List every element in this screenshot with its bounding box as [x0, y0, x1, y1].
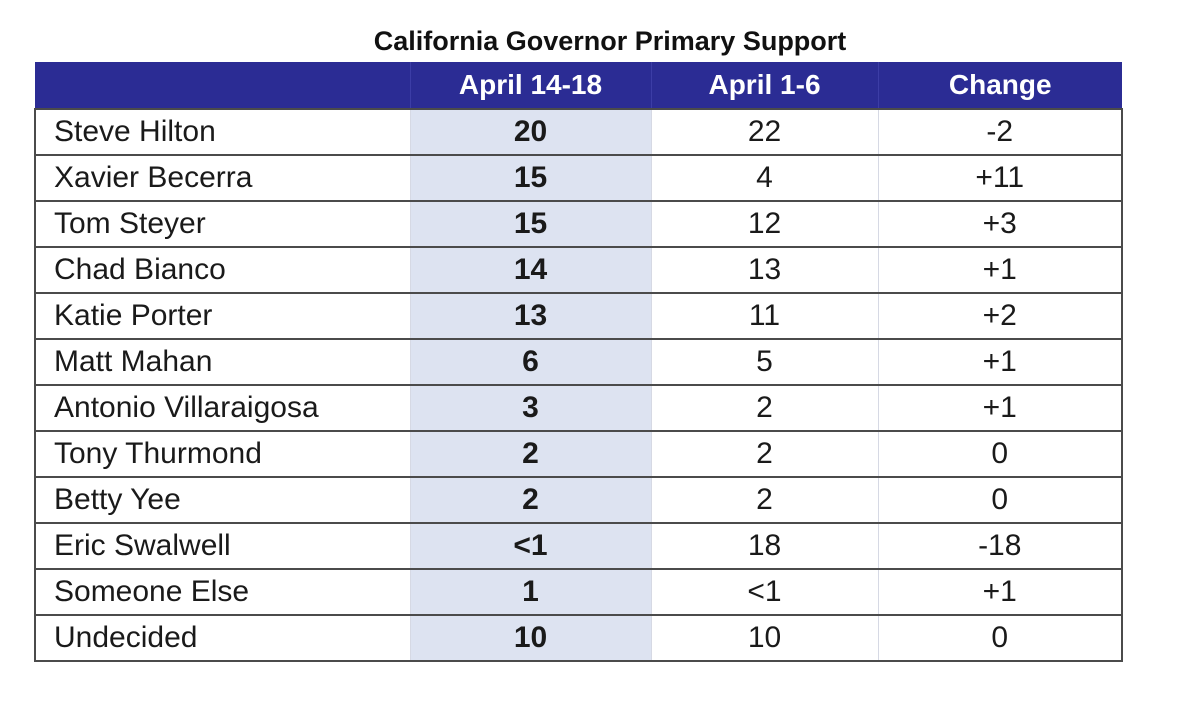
april-14-18-value: <1 [409, 523, 651, 570]
change-value: +1 [877, 247, 1123, 294]
april-14-18-value: 2 [409, 477, 651, 524]
april-1-6-value: 18 [650, 523, 878, 570]
candidate-name: Antonio Villaraigosa [34, 385, 410, 432]
change-value: 0 [877, 615, 1123, 662]
april-14-18-value: 15 [409, 155, 651, 202]
change-value: +3 [877, 201, 1123, 248]
candidate-name: Eric Swalwell [34, 523, 410, 570]
april-14-18-value: 3 [409, 385, 651, 432]
candidate-name: Tony Thurmond [34, 431, 410, 478]
candidate-name: Someone Else [34, 569, 410, 616]
change-value: 0 [877, 431, 1123, 478]
candidate-name: Chad Bianco [34, 247, 410, 294]
april-14-18-value: 14 [409, 247, 651, 294]
table-row: Antonio Villaraigosa 3 2 +1 [34, 385, 1123, 432]
table-row: Tom Steyer 15 12 +3 [34, 201, 1123, 248]
april-14-18-value: 2 [409, 431, 651, 478]
header-candidate [35, 62, 410, 110]
candidate-name: Steve Hilton [34, 109, 410, 156]
change-value: +1 [877, 569, 1123, 616]
change-value: 0 [877, 477, 1123, 524]
april-14-18-value: 13 [409, 293, 651, 340]
candidate-name: Betty Yee [34, 477, 410, 524]
april-1-6-value: 2 [650, 385, 878, 432]
april-1-6-value: 22 [650, 109, 878, 156]
table-title: California Governor Primary Support [373, 26, 847, 56]
april-14-18-value: 20 [409, 109, 651, 156]
change-value: +1 [877, 339, 1123, 386]
table-row: Undecided 10 10 0 [34, 615, 1123, 662]
april-1-6-value: 4 [650, 155, 878, 202]
april-1-6-value: 13 [650, 247, 878, 294]
table-row: Eric Swalwell <1 18 -18 [34, 523, 1123, 570]
table-row: Katie Porter 13 11 +2 [34, 293, 1123, 340]
change-value: -2 [877, 109, 1123, 156]
candidate-name: Undecided [34, 615, 410, 662]
april-1-6-value: <1 [650, 569, 878, 616]
poll-table: April 14-18 April 1-6 Change Steve Hilto… [34, 62, 1123, 662]
april-1-6-value: 5 [650, 339, 878, 386]
candidate-name: Katie Porter [34, 293, 410, 340]
change-value: +1 [877, 385, 1123, 432]
candidate-name: Matt Mahan [34, 339, 410, 386]
header-row: April 14-18 April 1-6 Change [35, 62, 1122, 110]
change-value: +2 [877, 293, 1123, 340]
table-row: Chad Bianco 14 13 +1 [34, 247, 1123, 294]
change-value: -18 [877, 523, 1123, 570]
header-change: Change [877, 62, 1122, 110]
april-14-18-value: 15 [409, 201, 651, 248]
table-row: Xavier Becerra 15 4 +11 [34, 155, 1123, 202]
april-1-6-value: 11 [650, 293, 878, 340]
april-1-6-value: 2 [650, 431, 878, 478]
table-row: Tony Thurmond 2 2 0 [34, 431, 1123, 478]
candidate-name: Tom Steyer [34, 201, 410, 248]
table-row: Someone Else 1 <1 +1 [34, 569, 1123, 616]
april-1-6-value: 2 [650, 477, 878, 524]
april-1-6-value: 12 [650, 201, 878, 248]
header-april-1-6: April 1-6 [650, 62, 878, 110]
table-row: Steve Hilton 20 22 -2 [34, 109, 1123, 156]
april-14-18-value: 1 [409, 569, 651, 616]
candidate-name: Xavier Becerra [34, 155, 410, 202]
april-1-6-value: 10 [650, 615, 878, 662]
april-14-18-value: 10 [409, 615, 651, 662]
table-row: Betty Yee 2 2 0 [34, 477, 1123, 524]
header-april-14-18: April 14-18 [409, 62, 651, 110]
april-14-18-value: 6 [409, 339, 651, 386]
table-row: Matt Mahan 6 5 +1 [34, 339, 1123, 386]
change-value: +11 [877, 155, 1123, 202]
